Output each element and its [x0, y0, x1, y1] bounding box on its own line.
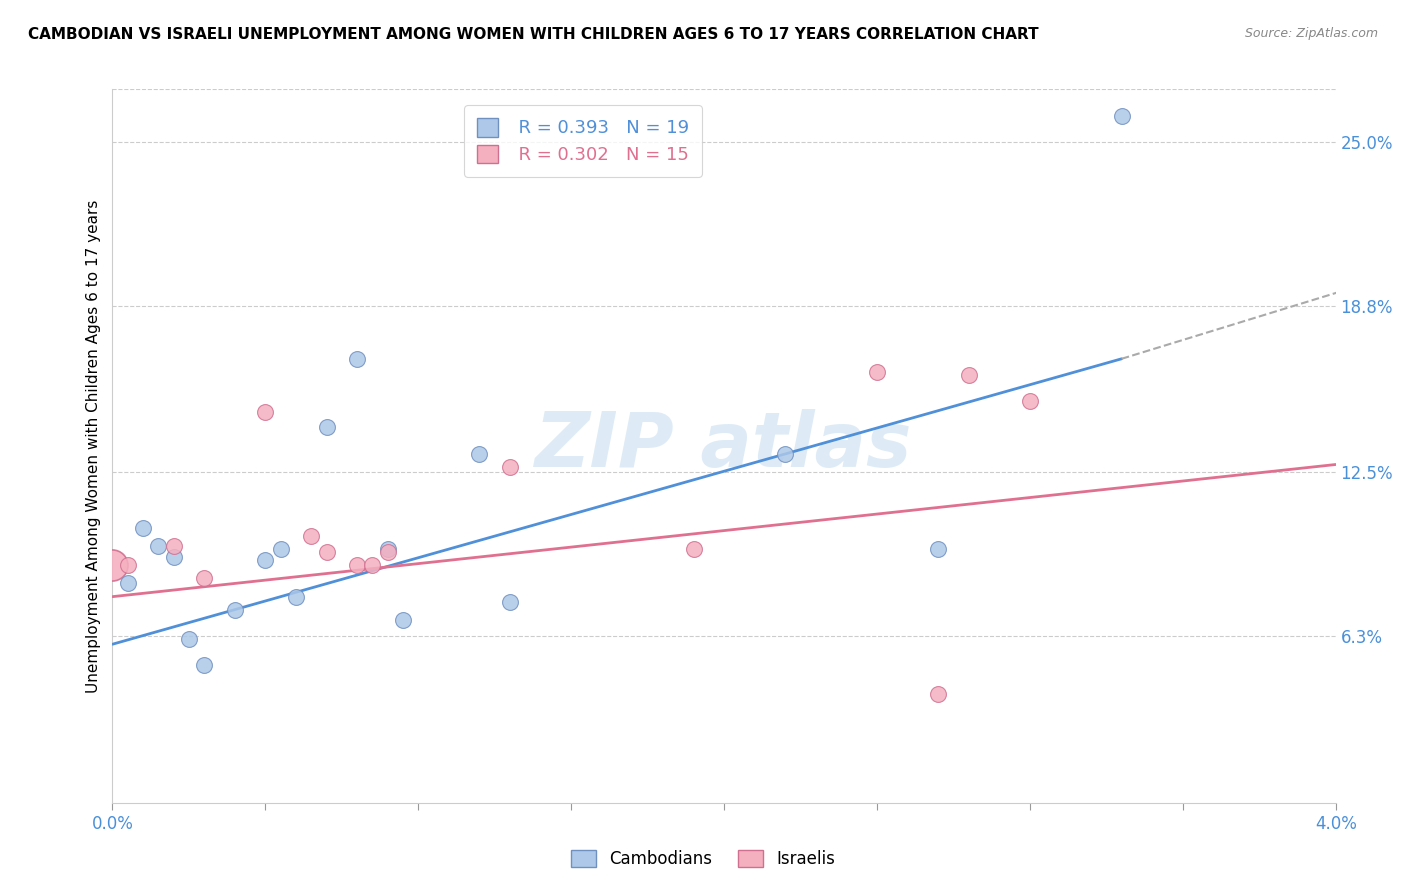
Point: [315, 420, 337, 434]
Point: [773, 447, 796, 461]
Legend:   R = 0.393   N = 19,   R = 0.302   N = 15: R = 0.393 N = 19, R = 0.302 N = 15: [464, 105, 702, 177]
Point: [270, 542, 292, 557]
Point: [132, 521, 155, 535]
Point: [148, 540, 170, 554]
Point: [377, 542, 399, 557]
Point: [927, 542, 949, 557]
Text: ZIP atlas: ZIP atlas: [536, 409, 912, 483]
Point: [866, 365, 889, 379]
Point: [392, 614, 415, 628]
Point: [927, 688, 949, 702]
Legend: Cambodians, Israelis: Cambodians, Israelis: [565, 843, 841, 875]
Point: [346, 351, 368, 366]
Y-axis label: Unemployment Among Women with Children Ages 6 to 17 years: Unemployment Among Women with Children A…: [86, 199, 101, 693]
Point: [1111, 109, 1133, 123]
Point: [299, 529, 322, 543]
Point: [101, 558, 124, 572]
Point: [117, 558, 139, 572]
Point: [468, 447, 491, 461]
Point: [957, 368, 980, 382]
Text: CAMBODIAN VS ISRAELI UNEMPLOYMENT AMONG WOMEN WITH CHILDREN AGES 6 TO 17 YEARS C: CAMBODIAN VS ISRAELI UNEMPLOYMENT AMONG …: [28, 27, 1039, 42]
Point: [1018, 394, 1040, 409]
Point: [163, 549, 186, 564]
Point: [224, 603, 246, 617]
Point: [254, 552, 277, 566]
Point: [193, 658, 215, 673]
Text: Source: ZipAtlas.com: Source: ZipAtlas.com: [1244, 27, 1378, 40]
Point: [315, 545, 337, 559]
Point: [177, 632, 200, 646]
Point: [499, 460, 522, 475]
Point: [163, 540, 186, 554]
Point: [193, 571, 215, 585]
Point: [284, 590, 308, 604]
Point: [117, 576, 139, 591]
Point: [254, 404, 277, 418]
Point: [682, 542, 704, 557]
Point: [377, 545, 399, 559]
Point: [361, 558, 384, 572]
Point: [499, 595, 522, 609]
Point: [346, 558, 368, 572]
